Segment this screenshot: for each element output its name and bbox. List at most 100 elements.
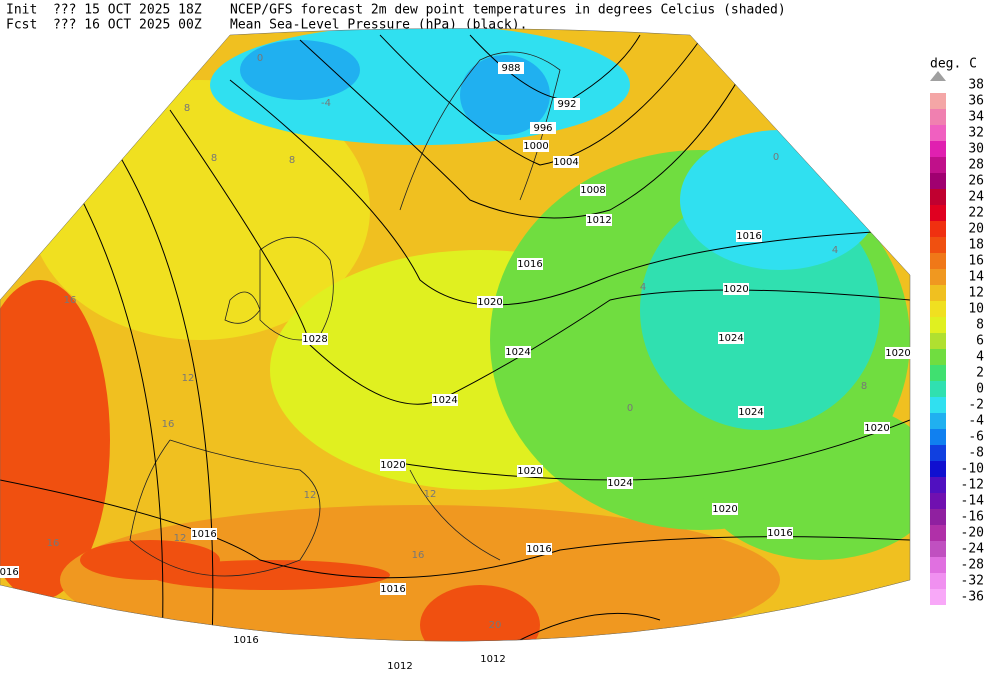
colorbar-label: 28: [968, 158, 984, 173]
isobar: [199, 612, 661, 642]
pressure-label-text: 1024: [718, 333, 743, 344]
pressure-label-text: 1020: [712, 504, 737, 515]
colorbar-label: 26: [968, 174, 984, 189]
pressure-label-text: 1000: [523, 141, 548, 152]
colorbar-box: [930, 269, 946, 285]
label-box: [526, 543, 552, 555]
pressure-label: 1024: [738, 406, 764, 418]
colorbar-label: 30: [968, 142, 984, 157]
colorbar-box: [930, 573, 946, 589]
pressure-label-text: 1012: [480, 654, 505, 665]
pressure-label-text: 996: [533, 123, 552, 134]
isobar: [109, 139, 214, 642]
dewpoint-label: 4: [640, 282, 646, 293]
pressure-label-text: 1004: [553, 157, 578, 168]
pressure-label: 1020: [477, 296, 503, 308]
description-line: NCEP/GFS forecast 2m dew point temperatu…: [230, 3, 786, 18]
pressure-label-text: 1016: [526, 544, 551, 555]
pressure-label-text: 1012: [387, 661, 412, 672]
pressure-label-text: 1008: [580, 185, 605, 196]
pressure-label: 1004: [553, 156, 579, 168]
colorbar-box: [930, 205, 946, 221]
colorbar-label: 4: [976, 350, 984, 365]
dewpoint-label: 8: [861, 381, 867, 392]
dewpoint-label: 8: [184, 103, 190, 114]
colorbar-box: [930, 221, 946, 237]
dewpoint-label: 16: [162, 419, 175, 430]
colorbar-label: 12: [968, 286, 984, 301]
colorbar-box: [930, 525, 946, 541]
label-box: [885, 347, 911, 359]
pressure-label-text: 1016: [380, 584, 405, 595]
pressure-label: 1000: [523, 140, 549, 152]
label-box: [480, 653, 506, 665]
label-box: [586, 214, 612, 226]
pressure-label-text: 1020: [885, 348, 910, 359]
colorbar-box: [930, 477, 946, 493]
dewpoint-label: 12: [424, 489, 437, 500]
colorbar-box: [930, 285, 946, 301]
pressure-label-text: 1020: [380, 460, 405, 471]
pressure-label-text: 1016: [767, 528, 792, 539]
pressure-label-text: 1016: [736, 231, 761, 242]
colorbar-box: [930, 461, 946, 477]
colorbar-label: 32: [968, 126, 984, 141]
pressure-label-text: 1020: [477, 297, 502, 308]
dewpoint-label: 16: [64, 295, 77, 306]
colorbar-label: 36: [968, 94, 984, 109]
pressure-label: 1016: [517, 258, 543, 270]
colorbar-label: -28: [961, 558, 984, 573]
pressure-label-text: 1016: [0, 567, 19, 578]
colorbar-label: 2: [976, 366, 984, 381]
colorbar-box: [930, 301, 946, 317]
colorbar-box: [930, 381, 946, 397]
pressure-label-text: 1024: [607, 478, 632, 489]
pressure-label: 1016: [767, 527, 793, 539]
pressure-label-text: 1016: [191, 529, 216, 540]
map-labels: 988 992 996 1000 1004 1008 1012 1016 1016 1020 102…: [0, 53, 911, 672]
colorbar-label: 14: [968, 270, 984, 285]
colorbar-box: [930, 253, 946, 269]
colorbar-label: 6: [976, 334, 984, 349]
pressure-label: 1016: [0, 566, 19, 578]
label-box: [0, 566, 19, 578]
label-box: [553, 156, 579, 168]
isobar: [299, 39, 761, 219]
colorbar-box: [930, 349, 946, 365]
pressure-label-text: 1016: [517, 259, 542, 270]
pressure-label-text: 1012: [586, 215, 611, 226]
colorbar-box: [930, 317, 946, 333]
isobar: [379, 34, 701, 166]
dewpoint-label: 12: [174, 533, 187, 544]
colorbar-label: -24: [961, 542, 985, 557]
pressure-label-text: 1024: [738, 407, 763, 418]
pressure-label: 1024: [607, 477, 633, 489]
colorbar-box: [930, 141, 946, 157]
header: Init ??? 15 OCT 2025 18Z Fcst ??? 16 OCT…: [6, 3, 786, 33]
colorbar-label: -6: [968, 430, 984, 445]
colorbar-box: [930, 125, 946, 141]
colorbar-box: [930, 397, 946, 413]
pressure-label: 1016: [526, 543, 552, 555]
label-box: [738, 406, 764, 418]
label-box: [380, 459, 406, 471]
colorbar-label: -16: [961, 510, 984, 525]
pressure-label-text: 1020: [517, 466, 542, 477]
pressure-label: 1024: [718, 332, 744, 344]
pressure-label: 1024: [432, 394, 458, 406]
label-box: [387, 660, 413, 672]
pressure-label-text: 992: [557, 99, 576, 110]
pressure-label: 1016: [736, 230, 762, 242]
colorbar-box: [930, 237, 946, 253]
pressure-label-text: 1024: [432, 395, 457, 406]
colorbar-label: 10: [968, 302, 984, 317]
colorbar-label: -12: [961, 478, 984, 493]
label-box: [498, 62, 524, 74]
pressure-label-text: 1020: [723, 284, 748, 295]
colorbar-label: 16: [968, 254, 984, 269]
label-box: [580, 184, 606, 196]
dewpoint-label: 12: [182, 373, 195, 384]
dewpoint-label: 0: [257, 53, 263, 64]
colorbar: deg. C 383634323028262422201816141210864…: [930, 57, 985, 605]
